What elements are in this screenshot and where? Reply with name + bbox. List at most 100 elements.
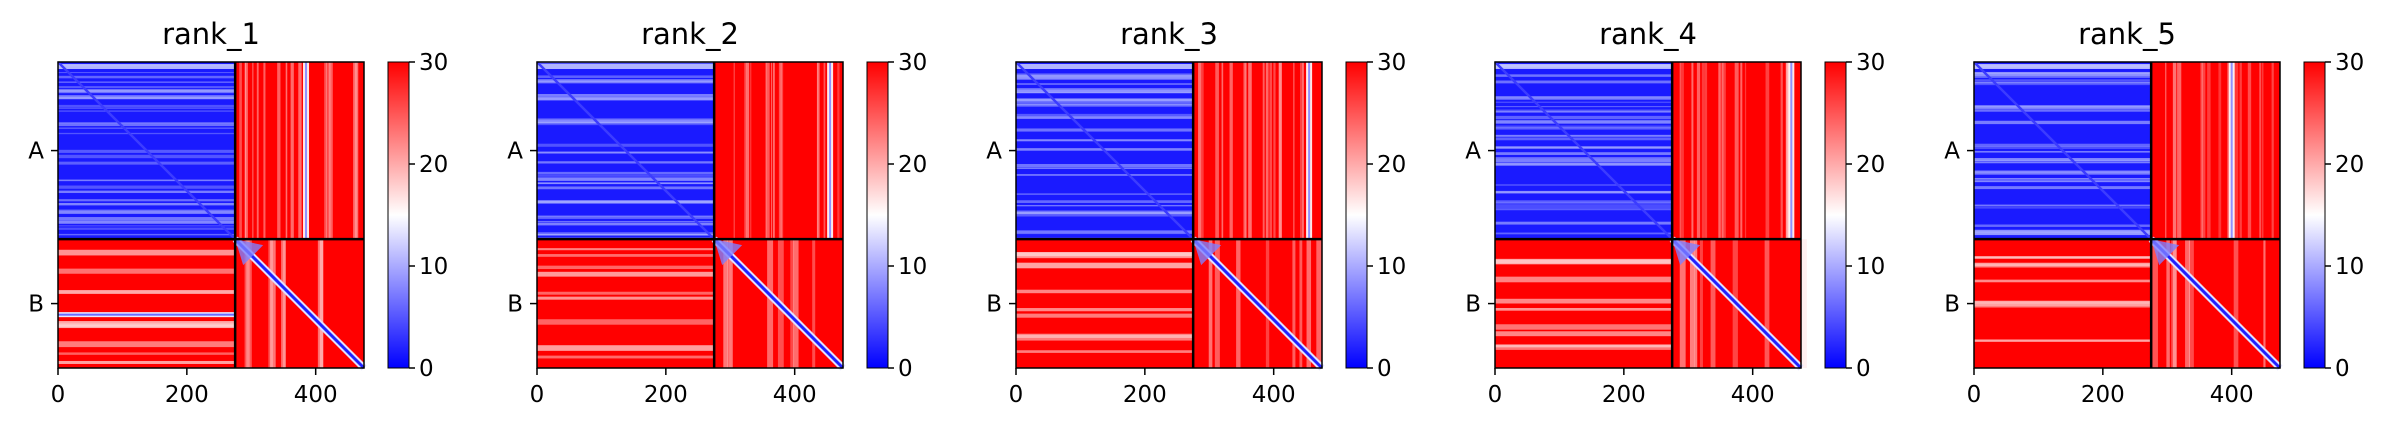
panel-3: rank_3 0 200 400 A B 0 10 20 30 bbox=[986, 17, 1406, 408]
ab-streak bbox=[1301, 62, 1304, 240]
aa-band bbox=[537, 98, 715, 101]
ab-streak bbox=[744, 62, 747, 240]
heatmap-frame bbox=[1015, 61, 1323, 369]
ab-streak bbox=[239, 62, 242, 240]
ab-streak bbox=[1785, 62, 1788, 240]
ab-streak bbox=[2271, 62, 2274, 240]
aa-band bbox=[537, 121, 715, 124]
chart-title: rank_4 bbox=[1599, 17, 1697, 51]
ab-streak bbox=[773, 62, 775, 240]
bb-streak bbox=[767, 239, 774, 368]
colorbar: 0 10 20 30 bbox=[2303, 50, 2364, 382]
aa-band bbox=[537, 186, 715, 190]
aa-band bbox=[1974, 171, 2152, 175]
ab-band-core bbox=[305, 62, 308, 240]
aa-band bbox=[58, 199, 236, 201]
aa-band bbox=[1016, 76, 1194, 80]
bb-streak bbox=[1299, 239, 1303, 368]
bb-streak bbox=[281, 239, 286, 368]
ba-band bbox=[58, 360, 236, 364]
ab-streak bbox=[1740, 62, 1743, 240]
ab-streak bbox=[2201, 62, 2203, 240]
bb-streak bbox=[1236, 239, 1241, 368]
aa-band bbox=[1495, 106, 1673, 108]
bb-streak bbox=[2166, 239, 2170, 368]
aa-band bbox=[58, 154, 236, 159]
ab-streak bbox=[1780, 62, 1783, 240]
colorbar-gradient bbox=[1824, 61, 1847, 369]
aa-band bbox=[537, 237, 715, 239]
aa-band bbox=[1016, 210, 1194, 212]
ba-band bbox=[1495, 307, 1673, 311]
ab-streak bbox=[1229, 62, 1233, 240]
ab-streak bbox=[1273, 62, 1276, 240]
aa-band bbox=[58, 97, 236, 100]
bb-corner bbox=[1193, 239, 1222, 266]
aa-band bbox=[1495, 232, 1673, 235]
aa-top-band bbox=[537, 64, 715, 69]
aa-band bbox=[537, 222, 715, 226]
aa-band bbox=[1495, 98, 1673, 100]
chart-title: rank_1 bbox=[162, 17, 260, 51]
ba-band bbox=[537, 296, 715, 300]
aa-band bbox=[1495, 115, 1673, 120]
aa-band bbox=[1016, 91, 1194, 94]
heatmap-frame bbox=[536, 61, 844, 369]
ab-streak bbox=[1278, 62, 1282, 240]
aa-band bbox=[1016, 200, 1194, 203]
aa-band bbox=[1495, 204, 1673, 209]
ba-band bbox=[537, 271, 715, 277]
aa-band bbox=[1974, 74, 2152, 77]
ba-band bbox=[537, 345, 715, 351]
aa-band bbox=[1016, 167, 1194, 169]
ab-streak bbox=[2261, 62, 2264, 240]
aa-band bbox=[537, 119, 715, 123]
ab-streak bbox=[2259, 62, 2261, 240]
panel-4: rank_4 0 200 400 A B 0 10 20 30 bbox=[1465, 17, 1885, 408]
aa-band bbox=[1974, 79, 2152, 82]
aa-band bbox=[1495, 74, 1673, 77]
aa-band bbox=[1016, 163, 1194, 168]
chart-title: rank_5 bbox=[2078, 17, 2176, 51]
bb-streak bbox=[246, 239, 252, 368]
aa-band bbox=[1974, 159, 2152, 162]
aa-band bbox=[537, 94, 715, 97]
y-tick-label: A bbox=[1465, 139, 1481, 165]
ab-streak bbox=[2239, 62, 2242, 240]
aa-band bbox=[537, 118, 715, 121]
bb-streak bbox=[1306, 239, 1312, 368]
ba-band bbox=[1974, 300, 2152, 307]
aa-band bbox=[1016, 101, 1194, 103]
aa-band bbox=[1974, 74, 2152, 78]
ab-streak bbox=[1721, 62, 1724, 240]
ab-streak bbox=[780, 62, 784, 240]
bb-streak bbox=[317, 239, 324, 368]
y-tick-label: A bbox=[986, 139, 1002, 165]
colorbar-tick-label: 20 bbox=[2335, 152, 2364, 178]
ab-streak bbox=[2234, 62, 2239, 240]
ab-streak bbox=[286, 62, 288, 240]
aa-band bbox=[58, 86, 236, 89]
colorbar-tick-label: 30 bbox=[419, 50, 448, 76]
x-tick-label: 400 bbox=[294, 382, 338, 408]
bb-streak bbox=[790, 239, 795, 368]
aa-band bbox=[1495, 200, 1673, 203]
aa-band bbox=[1016, 102, 1194, 106]
y-tick-label: B bbox=[507, 292, 523, 318]
aa-band bbox=[1974, 224, 2152, 227]
bb-diagonal bbox=[1671, 238, 1803, 370]
bb-streak bbox=[268, 239, 273, 368]
x-tick-label: 0 bbox=[51, 382, 66, 408]
ab-streak bbox=[2247, 62, 2252, 240]
ab-streak bbox=[1680, 62, 1684, 240]
ba-band bbox=[58, 341, 236, 348]
ab-streak bbox=[778, 62, 782, 240]
heatmap bbox=[57, 61, 367, 371]
ba-band bbox=[1974, 300, 2152, 304]
x-tick-label: 400 bbox=[773, 382, 817, 408]
x-tick-label: 400 bbox=[2210, 382, 2254, 408]
ba-band bbox=[1974, 262, 2152, 267]
ab-streak bbox=[2178, 62, 2182, 240]
aa-band bbox=[1974, 161, 2152, 164]
ba-band bbox=[537, 248, 715, 251]
